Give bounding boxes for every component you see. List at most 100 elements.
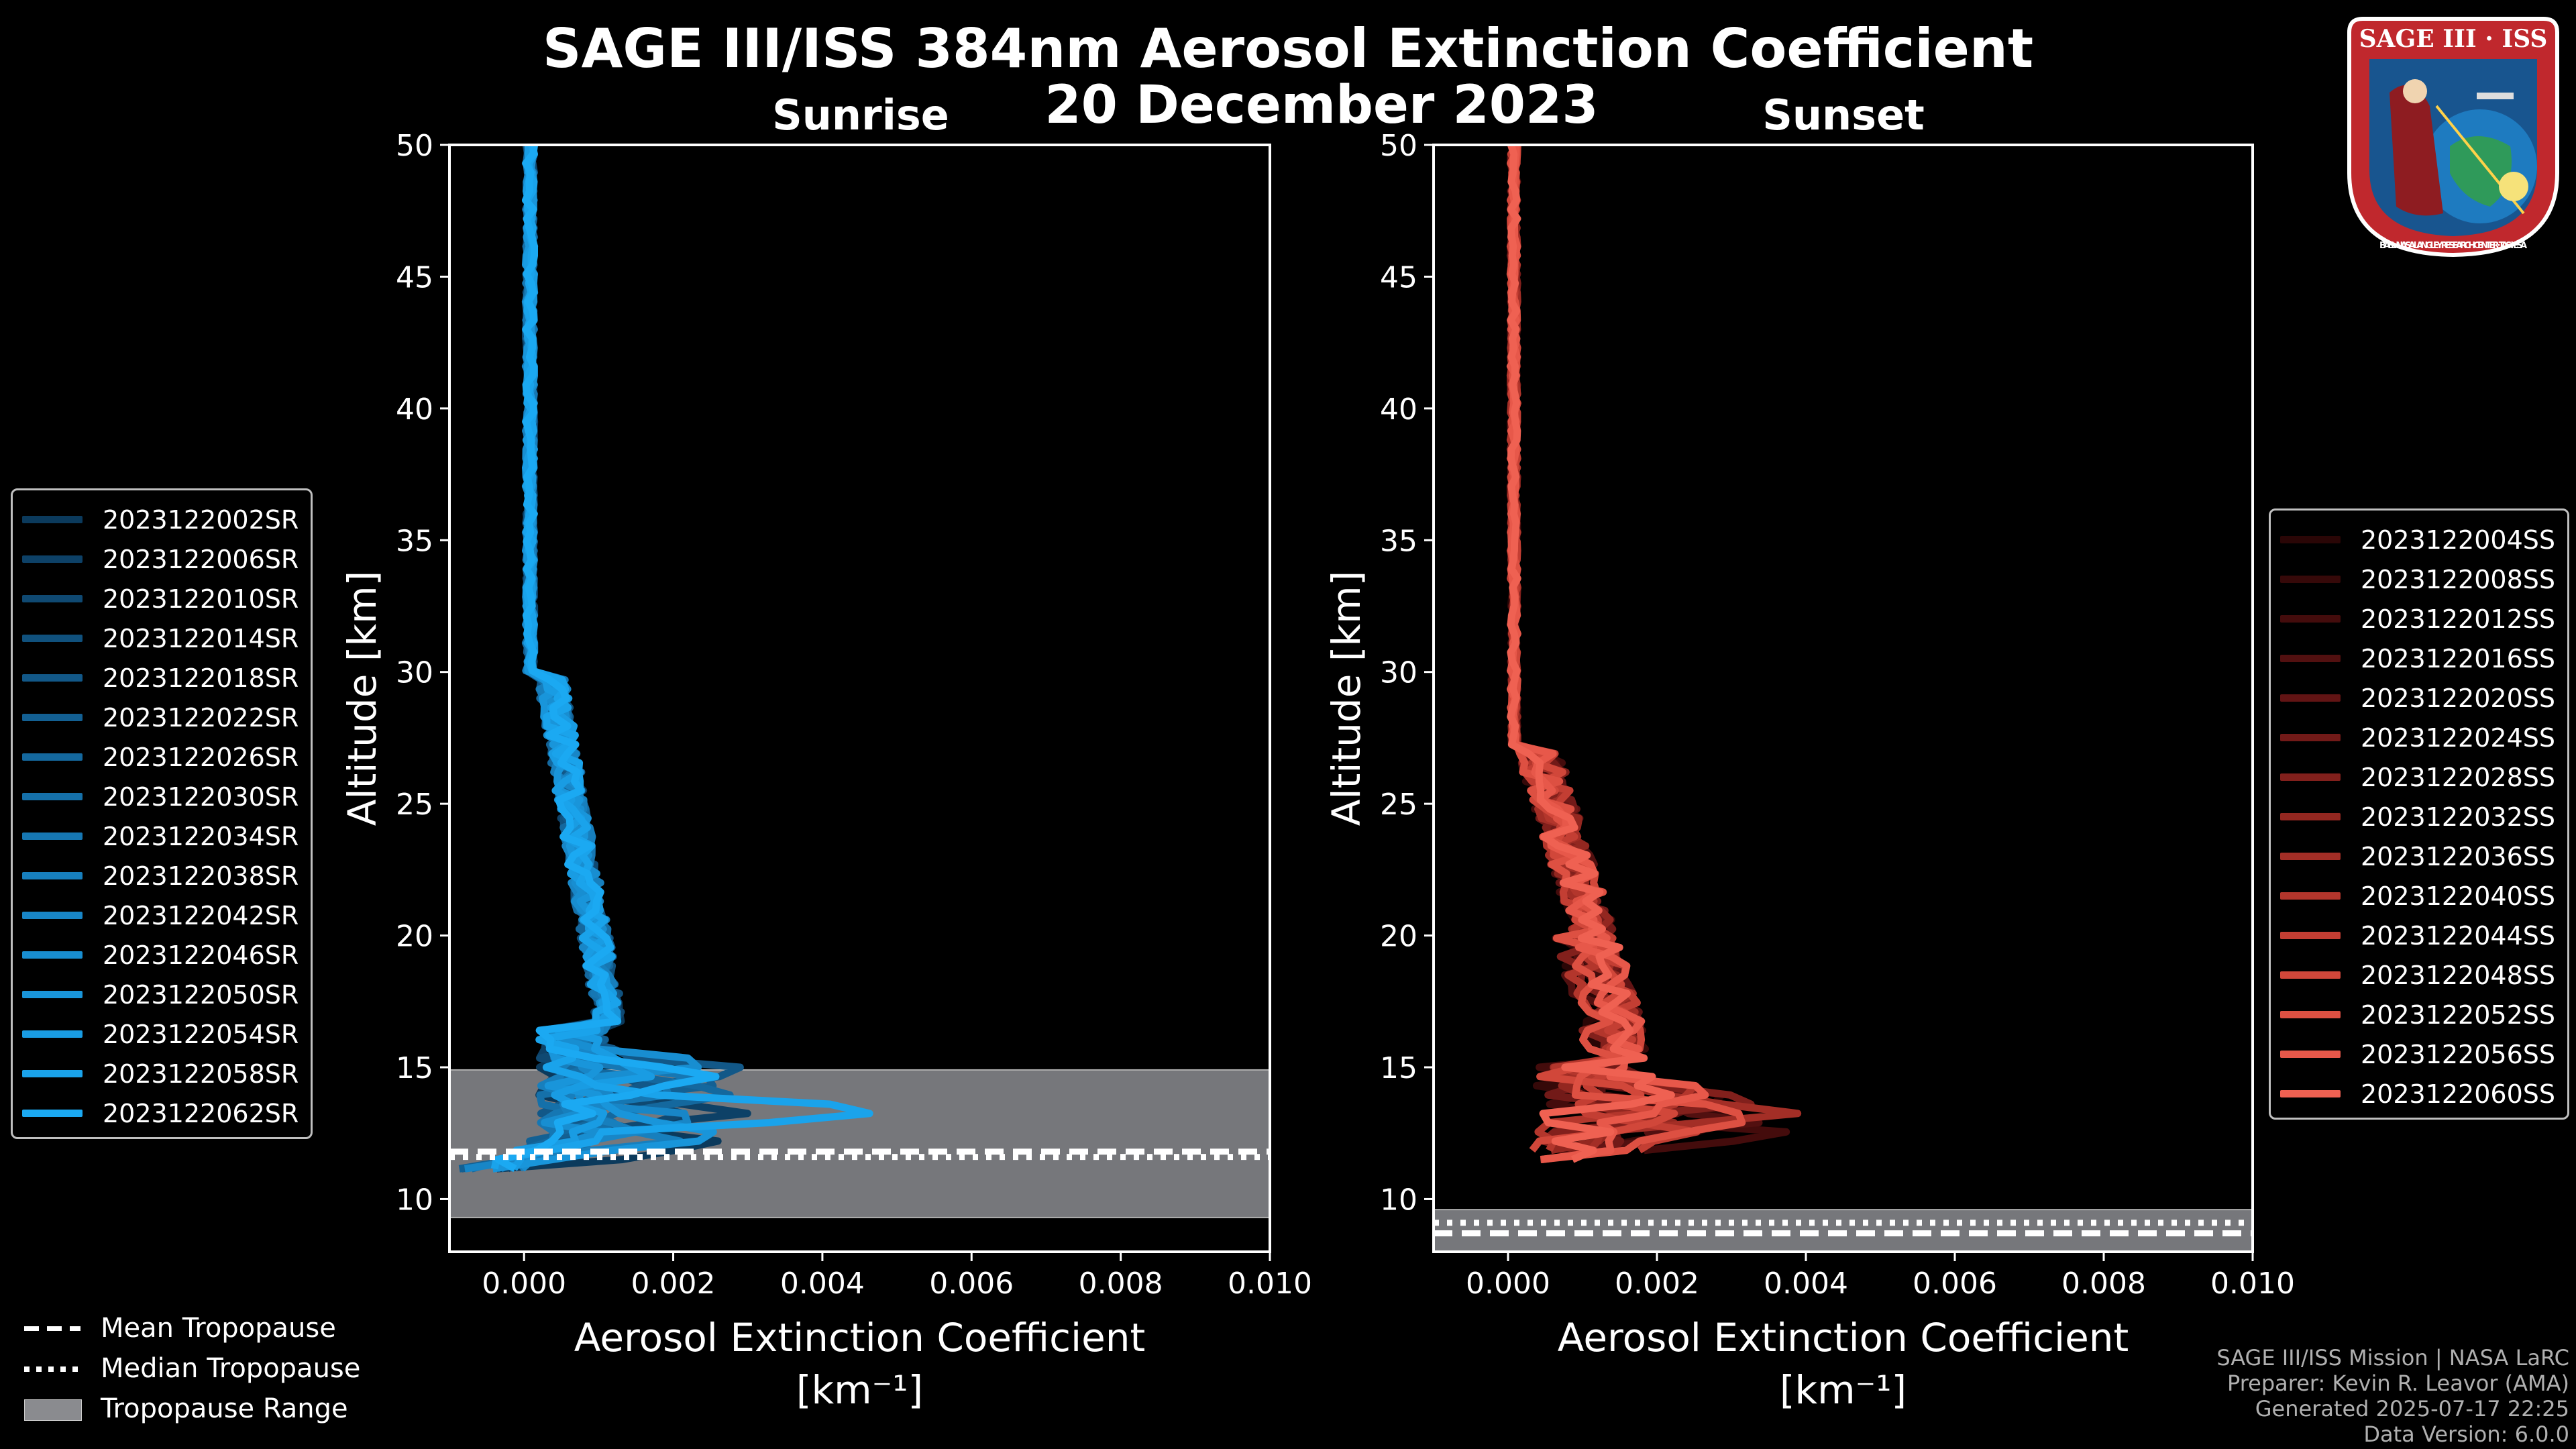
legend-entry: 2023122042SR <box>22 896 299 935</box>
legend-entry: 2023122006SR <box>22 539 299 579</box>
legend-entry: 2023122002SR <box>22 500 299 539</box>
legend-swatch <box>22 833 83 840</box>
legend-entry: 2023122046SR <box>22 935 299 975</box>
y-tick-label: 25 <box>1380 788 1417 822</box>
legend-label: 2023122054SR <box>103 1019 299 1049</box>
legend-swatch <box>2280 1090 2341 1097</box>
profile-line-2023122012SS <box>1507 145 1790 1155</box>
x-tick-label: 0.006 <box>929 1267 1014 1301</box>
legend-swatch <box>22 516 83 523</box>
y-tick-label: 35 <box>1380 524 1417 558</box>
legend-label: 2023122036SS <box>2361 841 2556 871</box>
credits: SAGE III/ISS Mission | NASA LaRC Prepare… <box>2216 1345 2569 1447</box>
y-tick-label: 20 <box>1380 920 1417 954</box>
logo-title: SAGE III · ISS <box>2359 25 2548 53</box>
x-tick-label: 0.006 <box>1913 1267 1997 1301</box>
y-tick-label: 50 <box>396 129 433 163</box>
profile-line-2023122042SR <box>464 145 692 1173</box>
y-tick-label: 45 <box>1380 260 1417 294</box>
y-tick-label: 20 <box>396 920 433 954</box>
legend-entry: 2023122008SS <box>2280 559 2555 599</box>
legend-swatch <box>2280 1051 2341 1058</box>
y-tick-label: 15 <box>1380 1051 1417 1085</box>
legend-swatch <box>22 1030 83 1038</box>
legend-label: 2023122058SR <box>103 1059 299 1089</box>
credit-mission: SAGE III/ISS Mission | NASA LaRC <box>2216 1345 2569 1371</box>
legend-swatch <box>22 912 83 919</box>
legend-entry: 2023122022SR <box>22 698 299 737</box>
legend-swatch <box>2280 853 2341 860</box>
x-tick-label: 0.000 <box>1466 1267 1550 1301</box>
legend-swatch <box>2280 734 2341 741</box>
legend-swatch <box>22 753 83 761</box>
legend-label: 2023122056SS <box>2361 1039 2556 1069</box>
legend-swatch <box>22 555 83 563</box>
legend-swatch <box>22 674 83 682</box>
legend-swatch <box>22 635 83 642</box>
legend-entry: 2023122034SR <box>22 816 299 856</box>
x-axis-unit: [km⁻¹] <box>1780 1367 1907 1413</box>
legend-label: 2023122050SR <box>103 979 299 1010</box>
legend-entry: 2023122016SS <box>2280 639 2555 678</box>
legend-entry: 2023122010SR <box>22 579 299 619</box>
median-tropopause-label: Median Tropopause <box>101 1353 361 1384</box>
sunrise-panel: 0.000 0.002 0.004 0.006 0.008 0.010 10 15 20 25 30… <box>339 129 1312 1413</box>
y-tick-label: 50 <box>1380 129 1417 163</box>
range-swatch <box>24 1395 82 1422</box>
legend-label: 2023122020SS <box>2361 683 2556 713</box>
profile-line-2023122062SR <box>494 145 720 1173</box>
legend-label: 2023122060SS <box>2361 1079 2556 1109</box>
legend-entry: 2023122056SS <box>2280 1034 2555 1074</box>
legend-swatch <box>2280 813 2341 820</box>
legend-swatch <box>22 714 83 721</box>
y-tick-label: 40 <box>396 392 433 427</box>
profile-line-2023122060SS <box>1507 145 1675 1163</box>
legend-swatch <box>22 991 83 998</box>
x-tick-label: 0.008 <box>1079 1267 1163 1301</box>
legend-label: 2023122026SR <box>103 742 299 772</box>
legend-entry: 2023122014SR <box>22 619 299 658</box>
legend-entry: 2023122030SR <box>22 777 299 816</box>
mean-tropopause-label: Mean Tropopause <box>101 1313 336 1344</box>
y-tick-label: 15 <box>396 1051 433 1085</box>
dashed-line-swatch <box>24 1315 80 1342</box>
legend-label: 2023122006SR <box>103 544 299 574</box>
legend-entry: 2023122060SS <box>2280 1074 2555 1114</box>
x-tick-label: 0.000 <box>482 1267 566 1301</box>
y-tick-label: 45 <box>396 260 433 294</box>
tropopause-legend: Mean Tropopause Median Tropopause Tropop… <box>24 1308 360 1429</box>
legend-swatch <box>2280 892 2341 900</box>
y-tick-label: 30 <box>1380 656 1417 690</box>
plot-frame <box>1432 144 2254 1253</box>
tropopause-range-entry: Tropopause Range <box>24 1389 360 1429</box>
credit-preparer: Preparer: Kevin R. Leavor (AMA) <box>2226 1371 2569 1396</box>
x-tick-label: 0.002 <box>631 1267 716 1301</box>
sunset-legend: 2023122004SS 2023122008SS 2023122012SS 2023… <box>2269 508 2570 1120</box>
legend-entry: 2023122038SR <box>22 856 299 896</box>
legend-swatch <box>2280 615 2341 623</box>
legend-label: 2023122038SR <box>103 861 299 891</box>
sunrise-panel-title: Sunrise <box>772 91 949 140</box>
x-axis-label: Aerosol Extinction Coefficient <box>574 1315 1146 1360</box>
y-tick-label: 25 <box>396 788 433 822</box>
dotted-line-swatch <box>24 1355 80 1382</box>
legend-label: 2023122032SS <box>2361 802 2556 832</box>
x-tick-label: 0.008 <box>2061 1267 2146 1301</box>
legend-swatch <box>22 872 83 879</box>
legend-entry: 2023122036SS <box>2280 837 2555 876</box>
legend-entry: 2023122028SS <box>2280 757 2555 797</box>
legend-entry: 2023122032SS <box>2280 797 2555 837</box>
legend-swatch <box>22 1110 83 1117</box>
y-tick-label: 35 <box>396 524 433 558</box>
legend-label: 2023122052SS <box>2361 1000 2556 1030</box>
plot-frame <box>448 144 1271 1253</box>
legend-label: 2023122022SR <box>103 702 299 733</box>
legend-entry: 2023122024SS <box>2280 718 2555 757</box>
legend-label: 2023122030SR <box>103 782 299 812</box>
legend-entry: 2023122018SR <box>22 658 299 698</box>
profile-line-2023122036SS <box>1507 145 1802 1153</box>
legend-entry: 2023122062SR <box>22 1093 299 1133</box>
legend-label: 2023122018SR <box>103 663 299 693</box>
legend-swatch <box>2280 773 2341 781</box>
